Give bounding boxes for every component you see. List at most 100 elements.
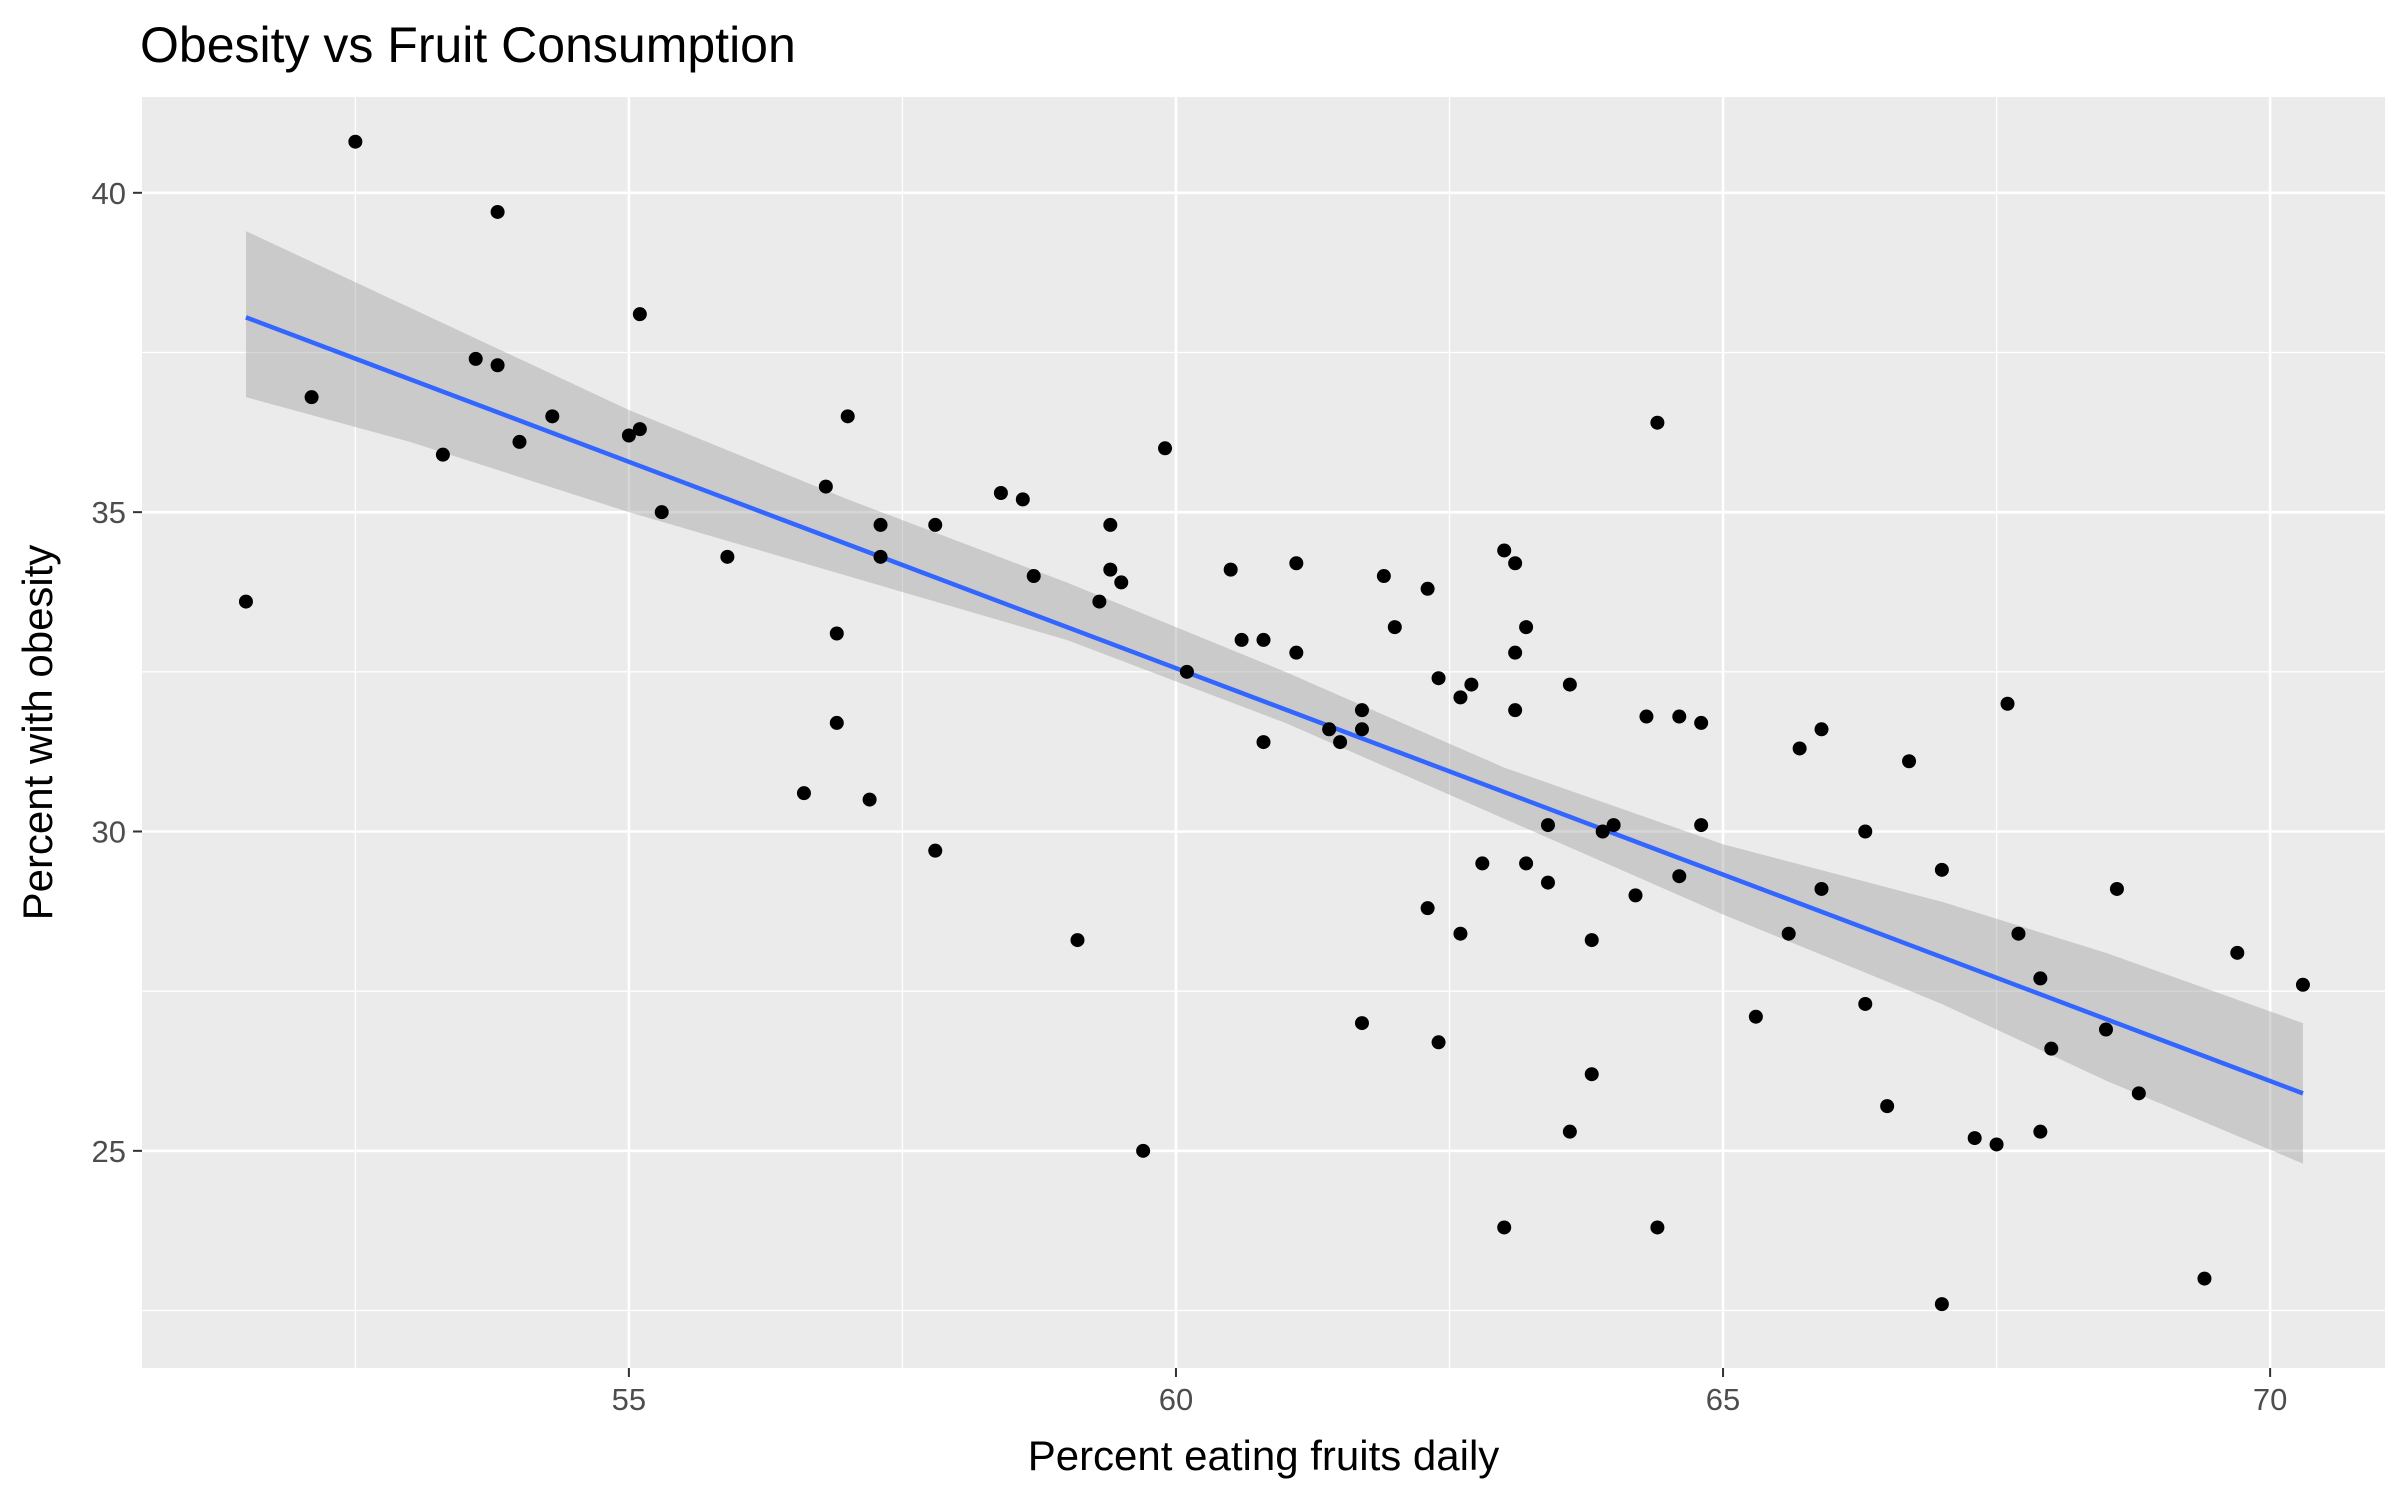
data-point [1070, 933, 1085, 948]
data-point [873, 549, 888, 564]
data-point [512, 434, 527, 449]
data-point [1562, 1124, 1577, 1139]
data-point [993, 485, 1008, 500]
data-point [238, 594, 253, 609]
data-point [2000, 696, 2015, 711]
x-tick-label: 55 [612, 1382, 646, 1417]
data-point [1475, 856, 1490, 871]
data-point [1902, 754, 1917, 769]
data-point [1158, 441, 1173, 456]
data-point [1814, 881, 1829, 896]
data-point [1497, 1220, 1512, 1235]
data-point [1584, 1067, 1599, 1082]
data-point [490, 204, 505, 219]
data-point [1508, 556, 1523, 571]
data-point [2098, 1022, 2113, 1037]
data-point [1858, 824, 1873, 839]
data-point [829, 626, 844, 641]
data-point [873, 517, 888, 532]
data-point [1497, 543, 1512, 558]
data-point [1387, 620, 1402, 635]
data-point [632, 307, 647, 322]
data-point [632, 422, 647, 437]
data-point [1967, 1131, 1982, 1146]
x-tick-label: 60 [1159, 1382, 1193, 1417]
data-point [1453, 690, 1468, 705]
data-point [2197, 1271, 2212, 1286]
minor-gridlines [142, 97, 2385, 1368]
data-point [928, 517, 943, 532]
y-axis: 25 30 35 40 [92, 176, 142, 1169]
major-gridlines [142, 97, 2385, 1368]
data-point [1114, 575, 1129, 590]
data-point [1256, 632, 1271, 647]
data-point [1814, 722, 1829, 737]
data-point [1289, 645, 1304, 660]
x-axis: 55 60 65 70 [612, 1368, 2287, 1417]
data-point [840, 409, 855, 424]
data-point [1376, 569, 1391, 584]
data-point [1989, 1137, 2004, 1152]
y-axis-title: Percent with obesity [14, 545, 61, 921]
data-point [1934, 1297, 1949, 1312]
data-point [1136, 1143, 1151, 1158]
data-point [2011, 926, 2026, 941]
data-point [1256, 735, 1271, 750]
data-point [1694, 818, 1709, 833]
data-point [1628, 888, 1643, 903]
x-axis-title: Percent eating fruits daily [1028, 1432, 1500, 1479]
data-point [1431, 1035, 1446, 1050]
data-point [1322, 722, 1337, 737]
data-point [1508, 703, 1523, 718]
data-point [1354, 703, 1369, 718]
data-point [1781, 926, 1796, 941]
data-point [1179, 664, 1194, 679]
y-tick-label: 25 [92, 1134, 126, 1169]
data-point [1540, 875, 1555, 890]
data-point [468, 351, 483, 366]
data-point [1606, 818, 1621, 833]
data-point [1026, 569, 1041, 584]
data-point [621, 428, 636, 443]
y-tick-label: 40 [92, 176, 126, 211]
data-point [2033, 971, 2048, 986]
data-point [2033, 1124, 2048, 1139]
data-point [928, 843, 943, 858]
data-point [1672, 869, 1687, 884]
data-point [348, 134, 363, 149]
data-point [304, 390, 319, 405]
y-tick-label: 30 [92, 814, 126, 849]
data-point [2295, 977, 2310, 992]
data-point [1792, 741, 1807, 756]
data-point [1015, 492, 1030, 507]
data-point [1103, 517, 1118, 532]
data-point [1354, 1016, 1369, 1031]
data-point [545, 409, 560, 424]
data-point [490, 358, 505, 373]
data-point [1540, 818, 1555, 833]
data-point [435, 447, 450, 462]
x-tick-label: 70 [2253, 1382, 2287, 1417]
data-point [1508, 645, 1523, 660]
data-point [1519, 856, 1534, 871]
data-point [1639, 709, 1654, 724]
data-point [1694, 715, 1709, 730]
panel-background [142, 97, 2385, 1368]
data-point [1420, 581, 1435, 596]
data-point [720, 549, 735, 564]
data-point [1934, 862, 1949, 877]
data-point [862, 792, 877, 807]
data-point [818, 479, 833, 494]
data-point [1464, 677, 1479, 692]
data-point [1092, 594, 1107, 609]
data-point [1103, 562, 1118, 577]
data-point [1333, 735, 1348, 750]
x-tick-label: 65 [1706, 1382, 1740, 1417]
data-point [1562, 677, 1577, 692]
data-point [2230, 945, 2245, 960]
data-point [1584, 933, 1599, 948]
regression-line [245, 315, 2304, 1096]
data-point [1595, 824, 1610, 839]
data-point [1858, 996, 1873, 1011]
